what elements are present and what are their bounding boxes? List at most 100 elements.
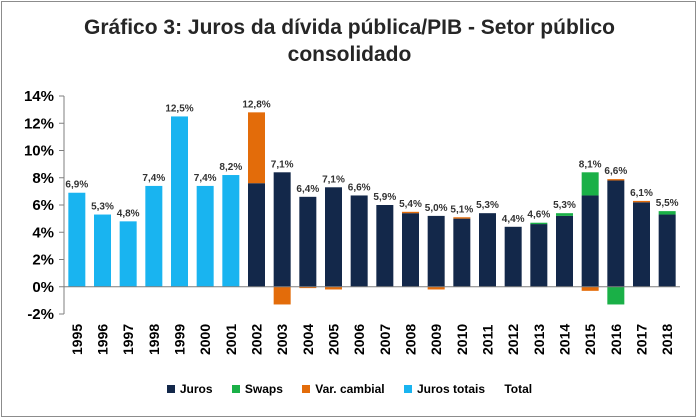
chart-title: Gráfico 3: Juros da dívida pública/PIB -… bbox=[0, 14, 699, 68]
y-tick-label: 0% bbox=[32, 279, 54, 296]
bar-swaps bbox=[581, 172, 599, 196]
bar-juros-totais bbox=[145, 185, 163, 287]
legend-item-swaps: Swaps bbox=[231, 382, 283, 396]
y-tick-label: 12% bbox=[24, 115, 54, 132]
data-label: 5,3% bbox=[553, 200, 576, 211]
bar-var-cambial bbox=[453, 217, 471, 219]
x-tick-label: 2006 bbox=[351, 324, 367, 355]
data-label: 5,1% bbox=[450, 204, 473, 215]
x-tick-label: 2003 bbox=[274, 324, 290, 355]
bar-juros bbox=[248, 183, 265, 287]
bar-juros bbox=[325, 187, 342, 287]
legend-swatch-var-cambial bbox=[302, 385, 311, 393]
legend: Juros Swaps Var. cambial Juros totais To… bbox=[0, 382, 699, 396]
data-label: 5,0% bbox=[425, 203, 448, 214]
bar-juros-totais bbox=[171, 116, 188, 287]
legend-item-juros: Juros bbox=[166, 382, 213, 396]
data-label: 5,3% bbox=[476, 200, 499, 211]
bar-var-cambial bbox=[273, 286, 291, 305]
data-label: 4,8% bbox=[117, 208, 140, 219]
y-tick-label: 6% bbox=[32, 197, 54, 214]
bar-juros bbox=[376, 205, 394, 287]
data-label: 5,3% bbox=[91, 202, 114, 213]
x-tick-label: 2014 bbox=[557, 324, 573, 355]
bar-swaps bbox=[658, 211, 676, 215]
bar-juros bbox=[504, 226, 522, 287]
data-label: 6,9% bbox=[65, 180, 88, 191]
y-tick-label: 2% bbox=[32, 252, 54, 269]
legend-item-var-cambial: Var. cambial bbox=[302, 382, 385, 396]
bar-juros bbox=[427, 215, 445, 287]
data-label: 7,4% bbox=[194, 173, 217, 184]
bar-juros bbox=[607, 180, 625, 287]
data-label: 7,1% bbox=[271, 159, 294, 170]
bar-var-cambial bbox=[633, 200, 650, 203]
x-tick-label: 2005 bbox=[326, 324, 342, 355]
data-label: 12,5% bbox=[165, 103, 193, 114]
x-tick-label: 2013 bbox=[531, 324, 547, 355]
legend-item-total: Total bbox=[504, 382, 532, 396]
y-tick-label: 14% bbox=[24, 88, 54, 105]
bar-var-cambial bbox=[248, 112, 265, 184]
x-tick-label: 2010 bbox=[454, 324, 470, 355]
bar-juros-totais bbox=[68, 192, 86, 287]
bar-juros bbox=[530, 224, 548, 287]
bar-var-cambial bbox=[427, 286, 445, 290]
bar-juros bbox=[350, 195, 368, 287]
data-label: 5,9% bbox=[373, 192, 396, 203]
legend-label-total: Total bbox=[504, 382, 533, 396]
legend-swatch-juros bbox=[166, 385, 175, 393]
bar-juros-totais bbox=[94, 214, 111, 287]
legend-swatch-swaps bbox=[231, 385, 240, 393]
chart-title-line-1: Gráfico 3: Juros da dívida pública/PIB -… bbox=[84, 16, 615, 39]
data-label: 4,6% bbox=[527, 210, 550, 221]
bar-juros-totais bbox=[119, 221, 137, 287]
bar-var-cambial bbox=[402, 211, 419, 214]
x-tick-label: 2009 bbox=[428, 324, 444, 355]
bar-var-cambial bbox=[581, 286, 599, 291]
x-tick-label: 1999 bbox=[172, 324, 188, 355]
legend-swatch-juros-totais bbox=[403, 385, 412, 393]
x-tick-label: 1996 bbox=[95, 324, 111, 355]
x-tick-label: 2018 bbox=[659, 324, 675, 355]
bar-juros bbox=[453, 218, 471, 287]
y-tick-label: 4% bbox=[32, 224, 54, 241]
data-label: 5,4% bbox=[399, 199, 422, 210]
bar-juros-totais bbox=[196, 185, 214, 287]
bar-swaps bbox=[530, 222, 548, 225]
y-tick-label: -2% bbox=[27, 306, 54, 323]
x-tick-label: 2017 bbox=[634, 324, 650, 355]
data-label: 6,6% bbox=[348, 182, 371, 193]
bar-juros bbox=[581, 195, 599, 287]
bar-juros bbox=[273, 172, 291, 287]
legend-label-swaps: Swaps bbox=[244, 382, 283, 396]
bar-swaps bbox=[607, 286, 625, 305]
chart-title-line-2: consolidado bbox=[287, 43, 412, 66]
bar-swaps bbox=[556, 213, 573, 216]
legend-label-juros: Juros bbox=[179, 382, 213, 396]
data-label: 5,5% bbox=[656, 198, 679, 209]
x-tick-label: 2007 bbox=[377, 324, 393, 355]
data-label: 8,2% bbox=[219, 162, 242, 173]
x-tick-label: 2000 bbox=[197, 324, 213, 355]
bar-var-cambial bbox=[607, 179, 625, 181]
x-tick-label: 1995 bbox=[69, 324, 85, 355]
y-tick-label: 10% bbox=[24, 143, 54, 160]
data-label: 7,1% bbox=[322, 174, 345, 185]
data-label: 8,1% bbox=[579, 159, 602, 170]
bar-juros bbox=[658, 214, 676, 287]
x-tick-label: 2015 bbox=[582, 324, 598, 355]
x-tick-label: 2001 bbox=[223, 324, 239, 355]
x-tick-label: 2012 bbox=[505, 324, 521, 355]
bar-juros-totais bbox=[222, 175, 240, 287]
data-label: 6,4% bbox=[296, 184, 319, 195]
data-label: 12,8% bbox=[242, 99, 270, 110]
bar-juros bbox=[556, 215, 573, 287]
x-tick-label: 2011 bbox=[480, 324, 496, 355]
bar-juros bbox=[402, 213, 419, 287]
x-tick-label: 2004 bbox=[300, 324, 316, 355]
data-label: 6,6% bbox=[604, 166, 627, 177]
legend-item-juros-totais: Juros totais bbox=[403, 382, 485, 396]
